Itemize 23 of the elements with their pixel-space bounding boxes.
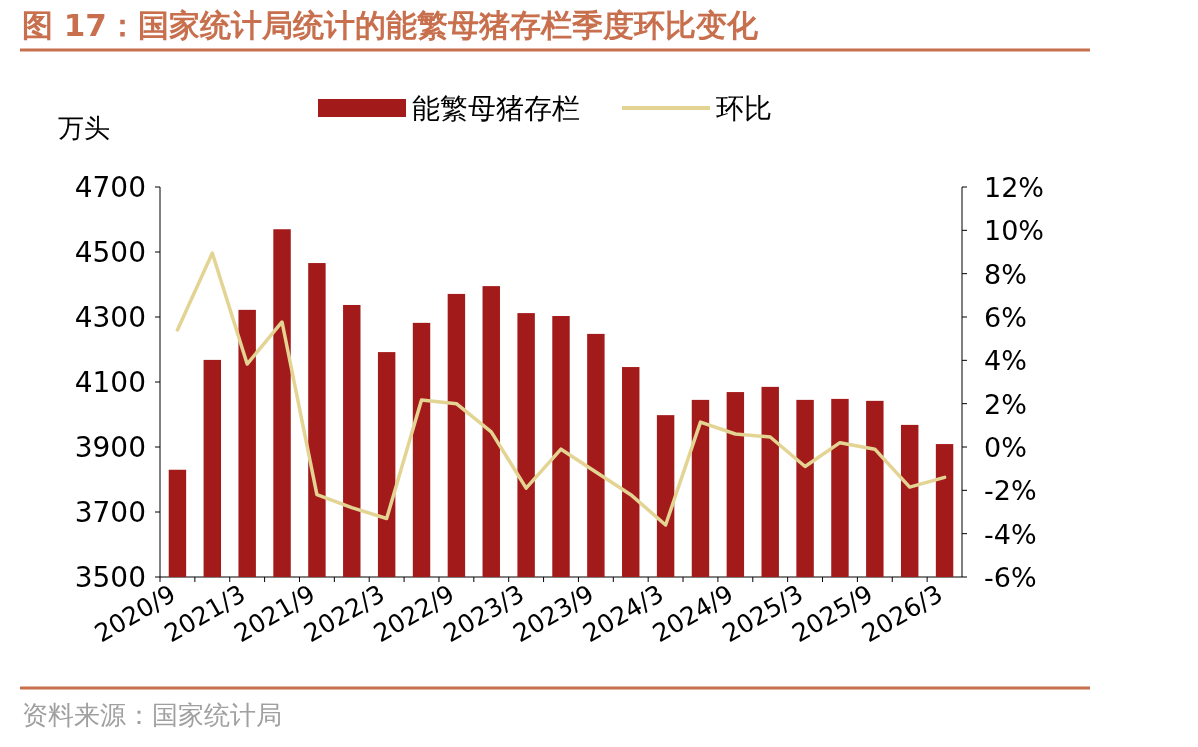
y-tick-label: 4300 <box>74 301 146 334</box>
y-tick-label: 4100 <box>74 366 146 399</box>
legend-label: 能繁母猪存栏 <box>412 92 580 125</box>
y2-tick-label: 6% <box>984 302 1027 333</box>
chart-title: 图 17：国家统计局统计的能繁母猪存栏季度环比变化 <box>22 7 759 43</box>
y2-tick-label: -2% <box>984 475 1037 507</box>
y-axis-title: 万头 <box>58 113 110 143</box>
y2-tick-label: 10% <box>984 215 1045 247</box>
line-series <box>175 251 947 527</box>
legend-label: 环比 <box>716 92 772 125</box>
y-tick-label: 4700 <box>74 171 146 204</box>
y2-tick-label: 4% <box>984 345 1027 377</box>
y-tick-label: 3700 <box>74 496 146 529</box>
y2-tick-label: -4% <box>984 518 1037 550</box>
y2-tick-label: 12% <box>984 172 1045 203</box>
y2-tick-label: 8% <box>984 258 1027 290</box>
y2-tick-label: 2% <box>984 388 1027 420</box>
y-tick-label: 3900 <box>74 431 146 464</box>
y-tick-label: 4500 <box>74 236 146 269</box>
y2-tick-label: -6% <box>984 562 1037 593</box>
text: 资料来源：国家统计局 <box>22 700 282 730</box>
y2-tick-label: 0% <box>984 432 1027 463</box>
y-tick-label: 3500 <box>74 561 146 594</box>
